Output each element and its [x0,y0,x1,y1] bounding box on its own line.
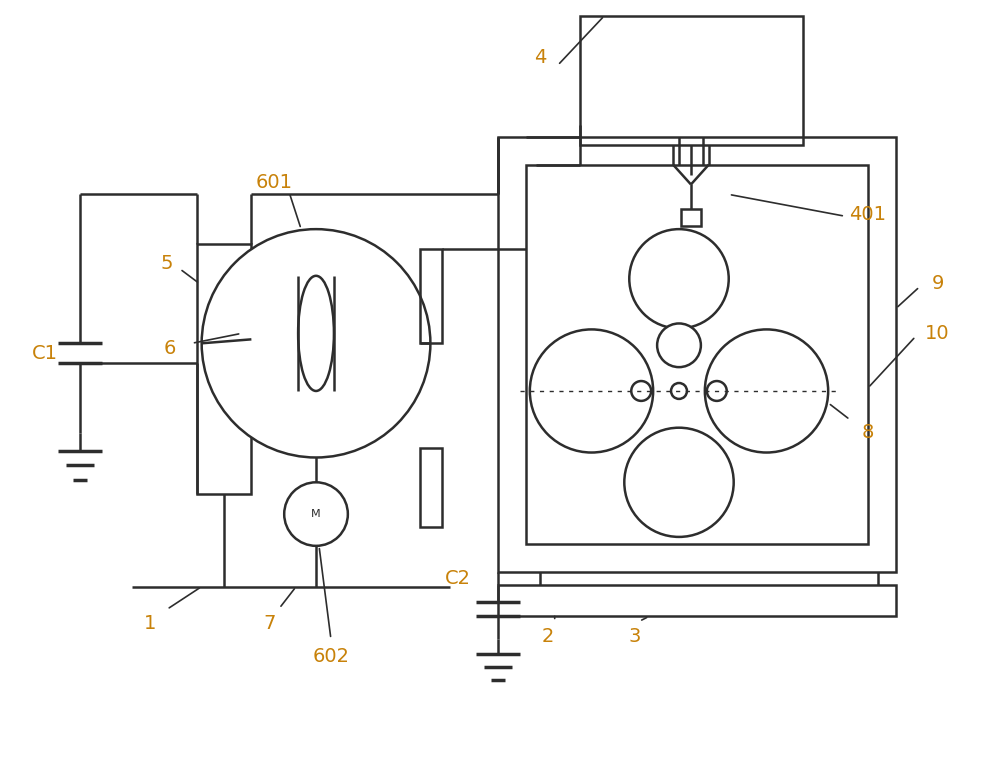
Text: 6: 6 [164,339,176,358]
Text: 3: 3 [628,627,640,645]
Text: 9: 9 [931,274,944,293]
Circle shape [284,482,348,546]
Circle shape [671,383,687,399]
Text: 2: 2 [542,627,554,645]
Text: C1: C1 [32,344,58,363]
Bar [681,209,701,226]
Bar [526,165,868,544]
Text: 602: 602 [312,646,349,666]
Text: 401: 401 [849,205,886,223]
Circle shape [705,329,828,452]
Circle shape [707,381,727,401]
Bar [498,137,896,572]
Text: 4: 4 [534,48,546,67]
Bar [420,448,442,527]
Text: 10: 10 [925,324,950,343]
Text: 1: 1 [144,614,156,633]
Ellipse shape [298,276,334,391]
Text: 5: 5 [161,254,173,274]
Bar [420,249,442,343]
Text: 601: 601 [256,173,293,192]
Circle shape [657,323,701,367]
Text: 7: 7 [263,614,275,633]
Bar [498,584,896,616]
Circle shape [624,427,734,537]
Circle shape [530,329,653,452]
Text: 8: 8 [862,423,874,442]
Circle shape [631,381,651,401]
Bar [580,15,803,145]
Text: C2: C2 [445,569,471,588]
Bar [197,244,251,494]
Circle shape [629,229,729,329]
Text: M: M [311,509,321,519]
Circle shape [202,229,430,458]
